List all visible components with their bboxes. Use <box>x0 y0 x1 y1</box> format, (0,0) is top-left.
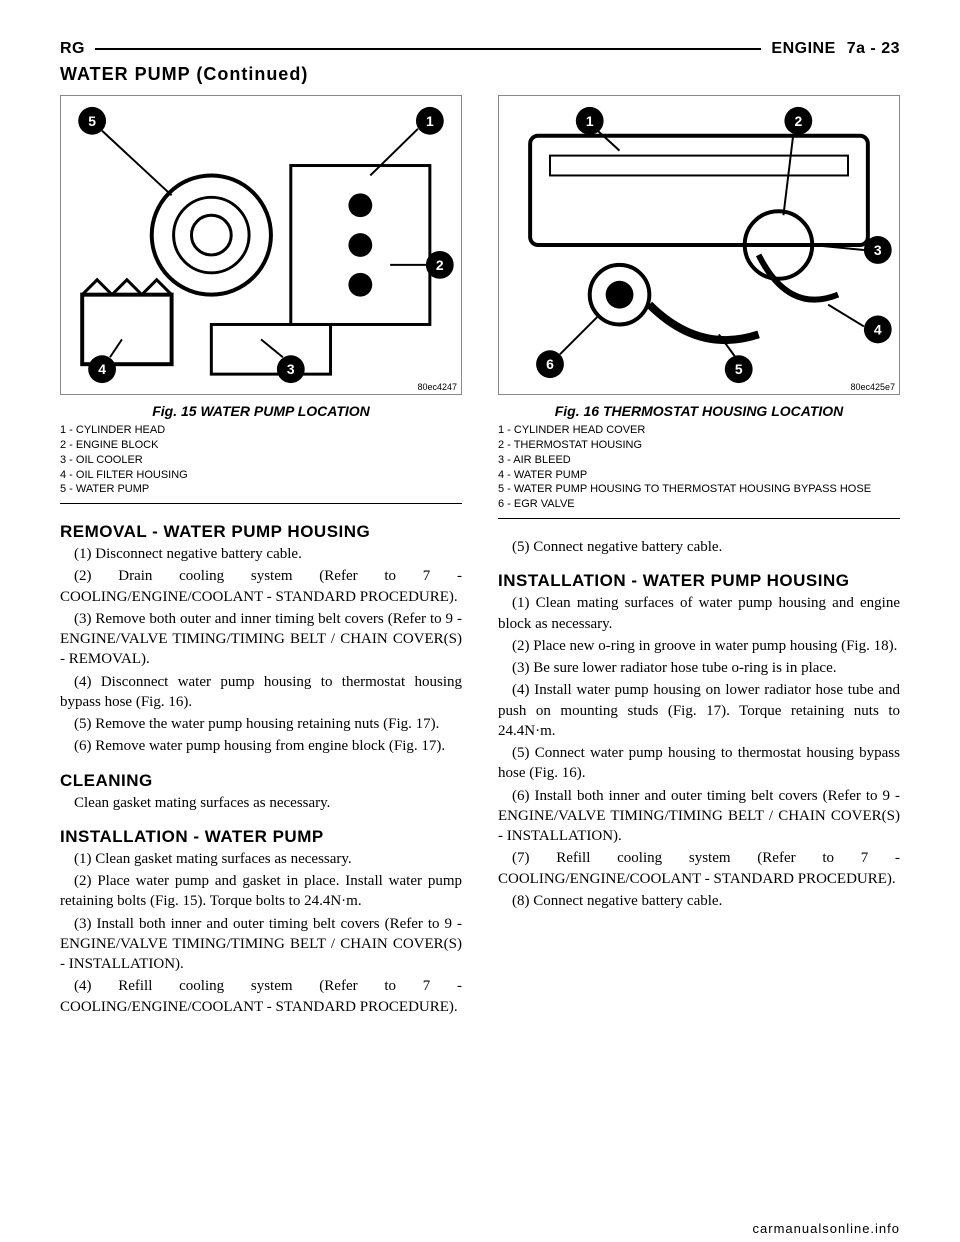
svg-text:3: 3 <box>287 361 295 377</box>
right-column: 1 2 3 4 <box>498 95 900 1019</box>
install-wph-step: (7) Refill cooling system (Refer to 7 - … <box>498 848 900 889</box>
two-column-layout: 1 2 3 4 <box>60 95 900 1019</box>
fig15-item: 2 - ENGINE BLOCK <box>60 438 462 453</box>
fig15-item: 4 - OIL FILTER HOUSING <box>60 468 462 483</box>
install-wph-step: (6) Install both inner and outer timing … <box>498 786 900 847</box>
install-wph-heading: INSTALLATION - WATER PUMP HOUSING <box>498 571 900 591</box>
header-right-label: ENGINE <box>771 40 835 57</box>
figure-16-code: 80ec425e7 <box>850 382 895 392</box>
removal-step: (2) Drain cooling system (Refer to 7 - C… <box>60 566 462 607</box>
svg-text:1: 1 <box>586 113 594 129</box>
install-wph-step: (3) Be sure lower radiator hose tube o-r… <box>498 658 900 678</box>
figure-16-caption: Fig. 16 THERMOSTAT HOUSING LOCATION <box>498 403 900 419</box>
fig15-item: 5 - WATER PUMP <box>60 482 462 497</box>
removal-step: (6) Remove water pump housing from engin… <box>60 736 462 756</box>
fig16-item: 5 - WATER PUMP HOUSING TO THERMOSTAT HOU… <box>498 482 900 497</box>
svg-text:5: 5 <box>88 113 96 129</box>
removal-step: (1) Disconnect negative battery cable. <box>60 544 462 564</box>
continued-heading: WATER PUMP (Continued) <box>60 64 900 85</box>
figure-15-legend: 1 - CYLINDER HEAD 2 - ENGINE BLOCK 3 - O… <box>60 423 462 504</box>
fig16-item: 4 - WATER PUMP <box>498 468 900 483</box>
figure-15-caption: Fig. 15 WATER PUMP LOCATION <box>60 403 462 419</box>
removal-heading: REMOVAL - WATER PUMP HOUSING <box>60 522 462 542</box>
removal-step: (4) Disconnect water pump housing to the… <box>60 672 462 713</box>
figure-16: 1 2 3 4 <box>498 95 900 519</box>
page-header: RG ENGINE 7a - 23 <box>60 40 900 58</box>
svg-text:1: 1 <box>426 113 434 129</box>
header-right-page: 7a - 23 <box>847 40 900 57</box>
install-wph-step: (1) Clean mating surfaces of water pump … <box>498 593 900 634</box>
install-wph-step: (8) Connect negative battery cable. <box>498 891 900 911</box>
figure-15-code: 80ec4247 <box>417 382 457 392</box>
left-column: 1 2 3 4 <box>60 95 462 1019</box>
install-wp-step: (1) Clean gasket mating surfaces as nece… <box>60 849 462 869</box>
fig15-item: 1 - CYLINDER HEAD <box>60 423 462 438</box>
header-right: ENGINE 7a - 23 <box>771 40 900 58</box>
manual-page: RG ENGINE 7a - 23 WATER PUMP (Continued) <box>0 0 960 1242</box>
install-wp-step: (4) Refill cooling system (Refer to 7 - … <box>60 976 462 1017</box>
install-wph-step: (2) Place new o-ring in groove in water … <box>498 636 900 656</box>
svg-text:4: 4 <box>98 361 106 377</box>
install-wp-heading: INSTALLATION - WATER PUMP <box>60 827 462 847</box>
svg-text:3: 3 <box>874 242 882 258</box>
figure-16-legend: 1 - CYLINDER HEAD COVER 2 - THERMOSTAT H… <box>498 423 900 519</box>
fig16-item: 2 - THERMOSTAT HOUSING <box>498 438 900 453</box>
fig16-item: 1 - CYLINDER HEAD COVER <box>498 423 900 438</box>
figure-15-image: 1 2 3 4 <box>60 95 462 395</box>
install-wp-step-5: (5) Connect negative battery cable. <box>498 537 900 557</box>
removal-step: (5) Remove the water pump housing retain… <box>60 714 462 734</box>
fig16-item: 3 - AIR BLEED <box>498 453 900 468</box>
cleaning-body: Clean gasket mating surfaces as necessar… <box>60 793 462 813</box>
figure-16-image: 1 2 3 4 <box>498 95 900 395</box>
removal-step: (3) Remove both outer and inner timing b… <box>60 609 462 670</box>
footer-source: carmanualsonline.info <box>753 1221 900 1236</box>
svg-text:6: 6 <box>546 356 554 372</box>
svg-text:4: 4 <box>874 321 882 337</box>
header-left: RG <box>60 40 85 58</box>
install-wph-step: (4) Install water pump housing on lower … <box>498 680 900 741</box>
header-rule <box>95 48 761 50</box>
fig16-item: 6 - EGR VALVE <box>498 497 900 512</box>
svg-text:5: 5 <box>735 361 743 377</box>
install-wp-step: (2) Place water pump and gasket in place… <box>60 871 462 912</box>
install-wp-step: (3) Install both inner and outer timing … <box>60 914 462 975</box>
svg-text:2: 2 <box>436 257 444 273</box>
fig15-item: 3 - OIL COOLER <box>60 453 462 468</box>
svg-text:2: 2 <box>794 113 802 129</box>
figure-15: 1 2 3 4 <box>60 95 462 504</box>
install-wph-step: (5) Connect water pump housing to thermo… <box>498 743 900 784</box>
cleaning-heading: CLEANING <box>60 771 462 791</box>
